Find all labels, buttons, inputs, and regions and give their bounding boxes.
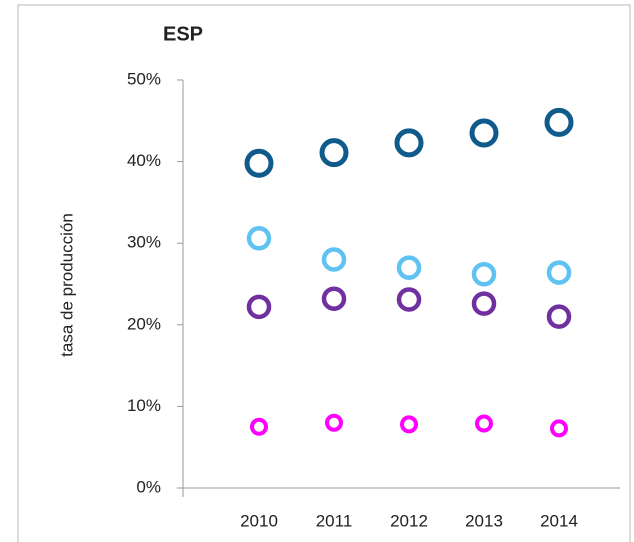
ring-marker [394, 128, 424, 158]
ring-marker [246, 294, 272, 320]
ring-marker [546, 260, 572, 285]
ring-marker [550, 419, 568, 438]
ring-marker [319, 138, 349, 168]
frame [17, 4, 631, 542]
ring-marker [325, 413, 343, 432]
y-axis-label: tasa de producción [57, 213, 76, 357]
ring-marker [250, 417, 268, 436]
y-tick-label: 30% [127, 233, 161, 252]
chart-title: ESP [163, 23, 203, 45]
ring-marker [244, 148, 274, 178]
x-tick-label: 2013 [465, 511, 503, 530]
y-tick-label: 10% [127, 396, 161, 415]
y-tick-label: 50% [127, 69, 161, 88]
y-tick-label: 0% [136, 477, 161, 496]
ring-marker [321, 286, 347, 311]
ring-marker [321, 247, 347, 272]
ring-marker [400, 415, 418, 434]
ring-marker [396, 255, 422, 280]
x-tick-label: 2010 [240, 511, 278, 530]
x-tick-label: 2012 [390, 511, 428, 530]
ring-marker [544, 107, 574, 137]
y-tick-label: 20% [127, 314, 161, 333]
ring-marker [475, 414, 493, 433]
y-tick-label: 40% [127, 151, 161, 170]
ring-marker [246, 226, 272, 251]
ring-marker [469, 118, 499, 148]
ring-marker [471, 261, 497, 287]
ring-marker [396, 287, 422, 312]
ring-marker [471, 291, 497, 316]
ring-marker [546, 304, 572, 329]
x-tick-label: 2014 [540, 511, 578, 530]
x-tick-label: 2011 [316, 511, 353, 530]
